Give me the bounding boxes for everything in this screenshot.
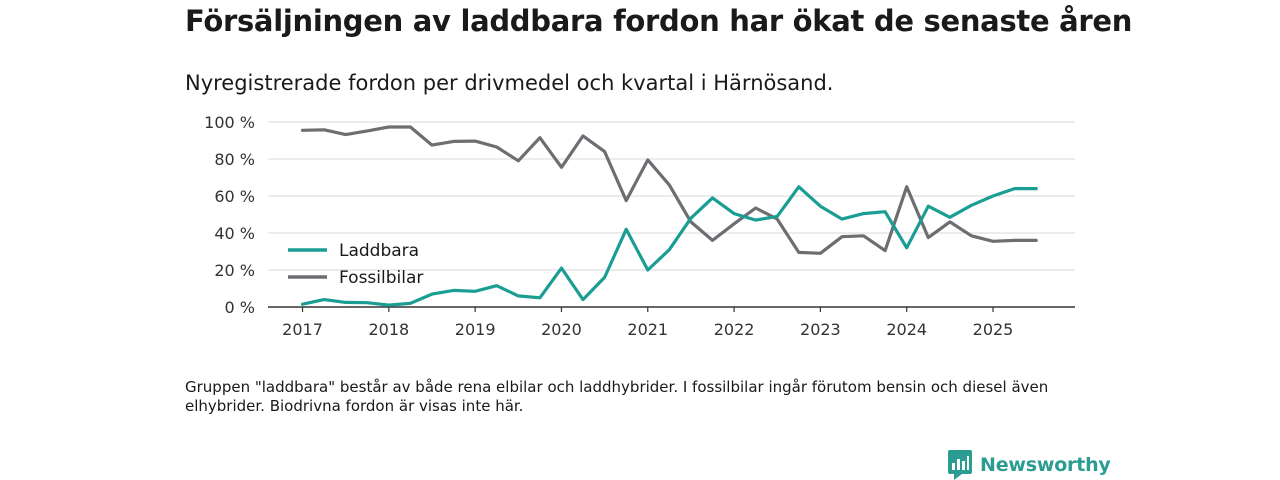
chart-title: Försäljningen av laddbara fordon har öka… — [185, 4, 1133, 38]
y-axis-ticks: 0 % 20 % 40 % 60 % 80 % 100 % — [204, 113, 255, 317]
brand-logo[interactable]: Newsworthy — [948, 450, 1111, 480]
legend: Laddbara Fossilbilar — [288, 241, 423, 288]
x-tick-label: 2017 — [282, 320, 323, 339]
x-tick-label: 2019 — [455, 320, 496, 339]
chart-subtitle: Nyregistrerade fordon per drivmedel och … — [185, 71, 834, 95]
x-axis-ticks: 2017 2018 2019 2020 2021 2022 2023 2024 2025 — [268, 306, 1075, 339]
y-tick-label: 60 % — [214, 187, 255, 206]
legend-label-laddbara: Laddbara — [339, 241, 419, 261]
newsworthy-logo-icon — [948, 450, 972, 480]
x-tick-label: 2018 — [368, 320, 409, 339]
gridlines — [268, 121, 1075, 271]
x-tick-label: 2020 — [541, 320, 582, 339]
y-tick-label: 100 % — [204, 113, 255, 132]
series-line-fossilbilar — [300, 125, 1038, 255]
y-tick-label: 80 % — [214, 150, 255, 169]
x-tick-label: 2023 — [800, 320, 841, 339]
x-tick-label: 2025 — [973, 320, 1014, 339]
series-line-laddbara — [300, 185, 1038, 307]
y-tick-label: 40 % — [214, 224, 255, 243]
y-tick-label: 20 % — [214, 261, 255, 280]
x-tick-label: 2024 — [886, 320, 927, 339]
series-lines — [300, 125, 1038, 307]
legend-label-fossilbilar: Fossilbilar — [339, 268, 423, 288]
x-tick-label: 2021 — [627, 320, 668, 339]
chart-footnote: Gruppen "laddbara" består av både rena e… — [185, 378, 1049, 415]
brand-name: Newsworthy — [980, 454, 1111, 476]
x-tick-label: 2022 — [714, 320, 755, 339]
y-tick-label: 0 % — [225, 298, 255, 317]
